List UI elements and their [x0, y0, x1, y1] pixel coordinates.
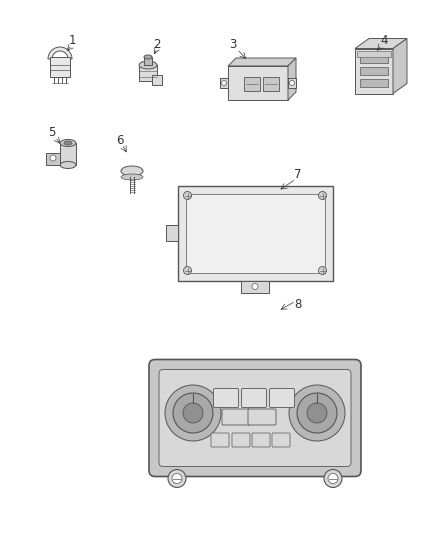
Ellipse shape	[144, 55, 152, 59]
Circle shape	[168, 470, 186, 488]
Bar	[360, 55, 388, 63]
Wedge shape	[48, 47, 72, 59]
Polygon shape	[228, 58, 296, 66]
Bar	[166, 225, 177, 241]
Ellipse shape	[121, 174, 143, 180]
Bar	[144, 57, 152, 65]
Polygon shape	[355, 38, 407, 49]
Text: 8: 8	[294, 298, 302, 311]
FancyBboxPatch shape	[269, 389, 294, 408]
FancyBboxPatch shape	[241, 389, 266, 408]
Bar	[355, 49, 393, 93]
Bar	[139, 65, 157, 81]
Polygon shape	[393, 38, 407, 93]
Ellipse shape	[64, 141, 72, 145]
FancyBboxPatch shape	[248, 409, 276, 425]
Circle shape	[184, 191, 191, 199]
FancyBboxPatch shape	[149, 359, 361, 477]
FancyBboxPatch shape	[213, 389, 239, 408]
FancyBboxPatch shape	[252, 433, 270, 447]
Circle shape	[172, 473, 182, 483]
Circle shape	[328, 473, 338, 483]
Bar	[152, 75, 162, 85]
Circle shape	[165, 385, 221, 441]
Bar	[50, 57, 70, 77]
Circle shape	[318, 266, 326, 274]
Polygon shape	[46, 153, 60, 165]
Bar	[177, 185, 332, 280]
FancyBboxPatch shape	[222, 409, 250, 425]
Circle shape	[289, 385, 345, 441]
Bar	[360, 79, 388, 87]
Text: 1: 1	[68, 35, 76, 47]
FancyBboxPatch shape	[159, 369, 351, 466]
Text: 2: 2	[153, 37, 161, 51]
Circle shape	[222, 80, 226, 85]
Text: 4: 4	[380, 35, 388, 47]
Circle shape	[50, 155, 56, 161]
Ellipse shape	[139, 61, 157, 69]
Ellipse shape	[60, 161, 76, 168]
Bar	[220, 78, 228, 88]
Bar	[244, 77, 260, 91]
Bar	[288, 78, 296, 88]
Circle shape	[173, 393, 213, 433]
Bar	[357, 51, 391, 56]
Bar	[186, 193, 325, 272]
Bar	[263, 77, 279, 91]
Bar	[241, 280, 269, 293]
FancyBboxPatch shape	[232, 433, 250, 447]
Ellipse shape	[60, 140, 76, 147]
Text: 5: 5	[48, 126, 56, 140]
Circle shape	[307, 403, 327, 423]
FancyBboxPatch shape	[272, 433, 290, 447]
Bar	[360, 67, 388, 75]
Circle shape	[252, 284, 258, 289]
Circle shape	[183, 403, 203, 423]
Text: 3: 3	[230, 38, 237, 52]
Circle shape	[324, 470, 342, 488]
Text: 7: 7	[294, 168, 302, 182]
Bar	[60, 143, 76, 165]
Ellipse shape	[121, 166, 143, 176]
Polygon shape	[288, 58, 296, 100]
Circle shape	[290, 80, 294, 85]
Circle shape	[318, 191, 326, 199]
Circle shape	[297, 393, 337, 433]
Circle shape	[184, 266, 191, 274]
Text: 6: 6	[116, 133, 124, 147]
FancyBboxPatch shape	[211, 433, 229, 447]
Bar	[228, 66, 288, 100]
